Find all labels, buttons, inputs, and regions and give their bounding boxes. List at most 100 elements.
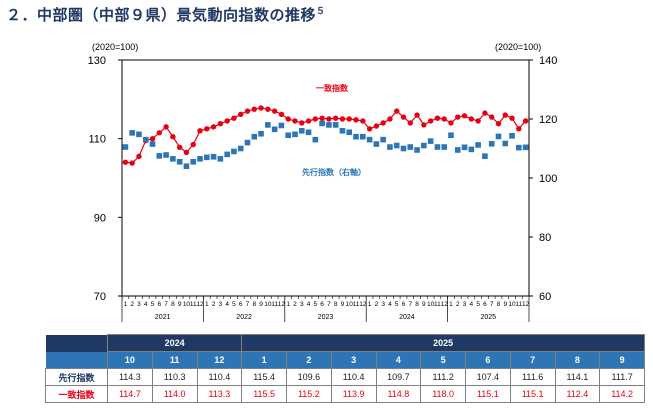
data-point-leading-index <box>509 133 515 139</box>
x-axis-year-label: 2022 <box>236 314 252 321</box>
table-cell: 112.4 <box>554 385 601 403</box>
data-point-leading-index <box>461 144 468 151</box>
data-point-leading-index <box>319 120 325 127</box>
table-row-coincident-index: 一致指数 114.7 114.0 113.3 115.5 115.2 113.9 114.8… <box>45 385 645 403</box>
index-table: 2024 2025 10 11 12 1 2 3 4 5 6 7 8 9 先行指数 114.3 110.… <box>45 334 645 403</box>
month-header: 5 <box>420 351 466 369</box>
x-axis-month-label: 4 <box>307 301 311 308</box>
data-point-coincident-index <box>495 121 502 127</box>
data-point-leading-index <box>278 122 285 129</box>
data-point-leading-index <box>441 144 448 150</box>
x-axis-month-label: 5 <box>476 301 480 308</box>
right-axis-tick-label: 100 <box>539 173 557 185</box>
data-point-leading-index <box>454 147 461 153</box>
data-point-leading-index <box>353 133 359 140</box>
data-point-leading-index <box>183 163 190 169</box>
data-point-coincident-index <box>258 105 264 111</box>
page-title-text: ２．中部圏（中部９県）景気動向指数の推移 <box>6 6 317 24</box>
table-cell: 111.6 <box>509 368 556 386</box>
table-cell: 118.0 <box>420 385 466 403</box>
data-point-coincident-index <box>346 116 352 122</box>
left-axis-tick-label: 130 <box>88 55 106 67</box>
data-point-coincident-index <box>475 118 481 124</box>
data-point-leading-index <box>190 158 197 165</box>
data-point-leading-index <box>136 131 142 138</box>
x-axis-month-label: 4 <box>388 301 392 308</box>
x-axis-month-label: 9 <box>341 301 345 308</box>
data-point-leading-index <box>380 136 386 143</box>
x-axis-month-label: 10 <box>346 301 354 308</box>
x-axis-month-label: 6 <box>320 301 324 308</box>
x-axis-month-label: 7 <box>408 301 412 308</box>
data-point-coincident-index <box>156 130 163 136</box>
x-axis-month-label: 10 <box>508 301 516 308</box>
data-point-coincident-index <box>312 116 319 122</box>
month-header: 7 <box>509 351 556 369</box>
data-point-leading-index <box>495 133 502 140</box>
table-cell: 114.7 <box>107 385 153 403</box>
left-axis-unit-label: (2020=100) <box>92 42 138 52</box>
data-point-leading-index <box>163 152 169 158</box>
data-point-leading-index <box>129 130 135 136</box>
data-point-coincident-index <box>339 116 346 122</box>
year-header-row: 2024 2025 <box>45 334 645 352</box>
table-cell: 109.6 <box>286 368 332 386</box>
data-point-coincident-index <box>366 126 373 132</box>
x-axis-month-label: 8 <box>415 301 419 308</box>
data-point-coincident-index <box>522 118 529 124</box>
data-point-coincident-index <box>197 128 203 134</box>
page-title-footnote: ５ <box>316 7 326 17</box>
data-point-coincident-index <box>394 108 400 114</box>
x-axis-month-label: 12 <box>278 301 286 308</box>
data-point-coincident-index <box>210 124 217 130</box>
x-axis-year-label: 2023 <box>318 314 334 321</box>
x-axis-month-label: 3 <box>300 301 304 308</box>
month-header: 2 <box>286 351 332 369</box>
x-axis-month-label: 7 <box>327 301 331 308</box>
data-point-leading-index <box>122 144 129 150</box>
data-point-leading-index <box>170 156 176 162</box>
data-point-coincident-index <box>441 116 447 122</box>
data-point-coincident-index <box>176 144 183 151</box>
x-axis-month-label: 2 <box>375 301 379 308</box>
data-point-coincident-index <box>129 160 135 166</box>
month-header: 6 <box>465 351 511 369</box>
month-header: 3 <box>330 351 377 369</box>
data-point-leading-index <box>237 145 244 152</box>
x-axis-year-label: 2021 <box>155 314 171 321</box>
data-point-leading-index <box>373 141 380 147</box>
data-point-coincident-index <box>482 110 488 116</box>
left-axis-tick-label: 90 <box>94 212 106 224</box>
data-point-coincident-index <box>299 120 305 126</box>
x-axis-month-label: 10 <box>264 301 272 308</box>
annotation-leading-index: 先行指数（右軸） <box>302 167 366 177</box>
table-cell: 107.4 <box>465 368 511 386</box>
x-axis-month-label: 8 <box>334 301 338 308</box>
month-header: 10 <box>107 351 153 369</box>
data-point-coincident-index <box>414 112 420 118</box>
data-point-coincident-index <box>332 115 339 121</box>
right-axis-tick-label: 80 <box>539 232 551 244</box>
data-point-coincident-index <box>326 116 332 122</box>
data-point-coincident-index <box>509 115 515 121</box>
chart-plot-area: 70 90 110 130 60 80 100 120 140 <box>88 55 558 303</box>
table-cell: 115.5 <box>241 385 287 403</box>
x-axis-month-label: 8 <box>497 301 501 308</box>
x-axis-month-label: 7 <box>246 301 250 308</box>
data-point-leading-index <box>203 154 210 161</box>
x-axis-month-label: 9 <box>178 301 182 308</box>
data-point-leading-index <box>475 142 481 148</box>
x-axis-month-label: 1 <box>286 301 290 308</box>
data-point-coincident-index <box>461 113 468 119</box>
data-point-leading-index <box>224 151 230 158</box>
data-point-leading-index <box>448 132 454 139</box>
data-point-coincident-index <box>421 122 427 128</box>
x-axis-month-label: 6 <box>157 301 161 308</box>
x-axis-month-label: 6 <box>402 301 406 308</box>
x-axis-month-label: 1 <box>205 301 209 308</box>
data-point-leading-index <box>339 128 346 134</box>
x-axis-month-label: 4 <box>144 301 148 308</box>
data-point-leading-index <box>292 131 298 138</box>
data-point-coincident-index <box>448 120 454 126</box>
x-axis-month-label: 5 <box>395 301 399 308</box>
